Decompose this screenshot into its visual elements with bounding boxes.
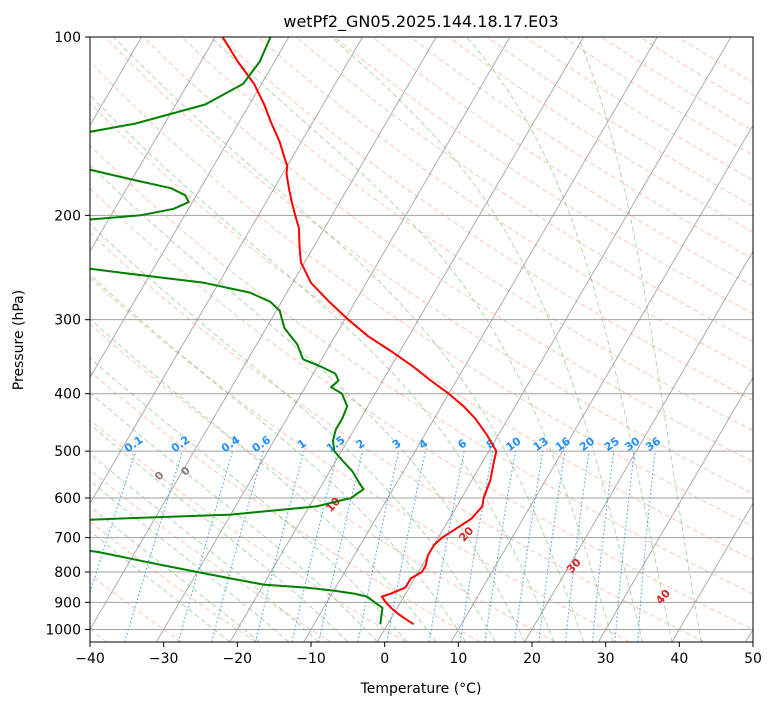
isotherm-line [155, 37, 511, 642]
x-tick-label: 0 [380, 651, 389, 667]
y-tick-label: 300 [54, 313, 81, 329]
mixing-ratio-line [291, 450, 339, 642]
moist-adiabat-line [90, 274, 467, 642]
x-tick-label: 50 [744, 651, 762, 667]
moist-adiabat-line [577, 37, 702, 642]
y-axis: 100 200 300 400 500 600 700 800 900 1000 [45, 30, 90, 638]
dry-adiabat-line [90, 232, 705, 642]
dry-adiabat-label: -10 [25, 412, 48, 436]
chart-title: wetPf2_GN05.2025.144.18.17.E03 [283, 12, 558, 32]
temperature-profile-line [221, 37, 498, 626]
dry-adiabat-line [90, 144, 753, 595]
isotherm-line [90, 37, 216, 253]
mixing-ratio-line [177, 450, 234, 642]
moist-adiabat-line [90, 480, 290, 642]
moist-adiabat-line [466, 37, 673, 642]
y-tick-label: 200 [54, 208, 81, 224]
x-tick-label: −10 [296, 651, 326, 667]
dry-adiabat-line [372, 37, 753, 287]
moist-adiabat-line [90, 392, 378, 642]
dry-adiabat-line [143, 37, 753, 463]
moist-adiabat-line [210, 37, 614, 642]
isotherm-line [90, 37, 437, 631]
mixing-ratio-line [637, 451, 656, 642]
mixing-ratio-line [318, 450, 364, 642]
moist-adiabat-line [90, 223, 496, 642]
y-tick-label: 400 [54, 387, 81, 403]
isotherm-line [90, 37, 290, 379]
y-tick-label: 500 [54, 444, 81, 460]
x-tick-label: −40 [75, 651, 105, 667]
mixing-ratio-line [591, 451, 615, 642]
mixing-ratio-line [514, 451, 544, 642]
mixing-ratio-line [254, 450, 305, 642]
mixing-ratio-line [614, 451, 635, 642]
y-tick-label: 1000 [45, 622, 81, 638]
x-axis-label: Temperature (°C) [360, 681, 482, 697]
y-tick-label: 700 [54, 531, 81, 547]
dry-adiabat-line [90, 370, 481, 642]
moist-adiabat-line [331, 37, 643, 642]
y-tick-label: 800 [54, 565, 81, 581]
dewpoint-profile-line [90, 37, 384, 625]
mixing-ratio-line [564, 451, 590, 642]
isotherm-line [450, 124, 753, 642]
x-tick-label: 30 [597, 651, 615, 667]
x-tick-label: 40 [670, 651, 688, 667]
x-tick-label: 10 [449, 651, 467, 667]
isotherm-line [671, 502, 753, 642]
dry-adiabat-line [90, 520, 257, 642]
moist-adiabat-line [90, 423, 349, 642]
x-axis: −40 −30 −20 −10 0 10 20 30 40 50 [75, 642, 762, 667]
moist-adiabat-line [113, 37, 585, 642]
dry-adiabat-line [90, 60, 753, 527]
dry-adiabat-line [219, 37, 753, 402]
moist-adiabat-line [90, 164, 526, 642]
dry-adiabat-line [90, 323, 556, 642]
mixing-ratio-line [484, 451, 517, 642]
y-tick-label: 900 [54, 595, 81, 611]
isotherm-line [597, 376, 753, 642]
moist-adiabat-line [90, 94, 555, 642]
x-tick-label: 20 [523, 651, 541, 667]
plot-frame [89, 36, 754, 643]
isotherm-line [90, 37, 363, 505]
moist-adiabat-line [90, 357, 408, 642]
isotherm-line [229, 37, 584, 642]
dry-adiabat-line [334, 37, 753, 315]
y-tick-label: 600 [54, 491, 81, 507]
isotherm-line [303, 37, 658, 642]
plot-background [90, 37, 753, 642]
isotherm-line [376, 37, 732, 642]
x-tick-label: −30 [149, 651, 179, 667]
x-tick-label: −20 [223, 651, 253, 667]
profile-lines [90, 37, 498, 626]
dry-adiabat-line [181, 37, 753, 432]
moist-adiabat-line [90, 318, 437, 642]
mixing-ratio-line [357, 450, 400, 642]
dry-adiabat-line [104, 37, 753, 495]
isotherm-line [524, 250, 753, 642]
mixing-ratio-line [124, 450, 184, 642]
mixing-ratio-line [211, 450, 264, 642]
y-tick-label: 100 [54, 30, 81, 46]
y-axis-label: Pressure (hPa) [11, 290, 27, 390]
mixing-ratio-line [538, 451, 566, 642]
dry-adiabat-line [90, 419, 406, 642]
